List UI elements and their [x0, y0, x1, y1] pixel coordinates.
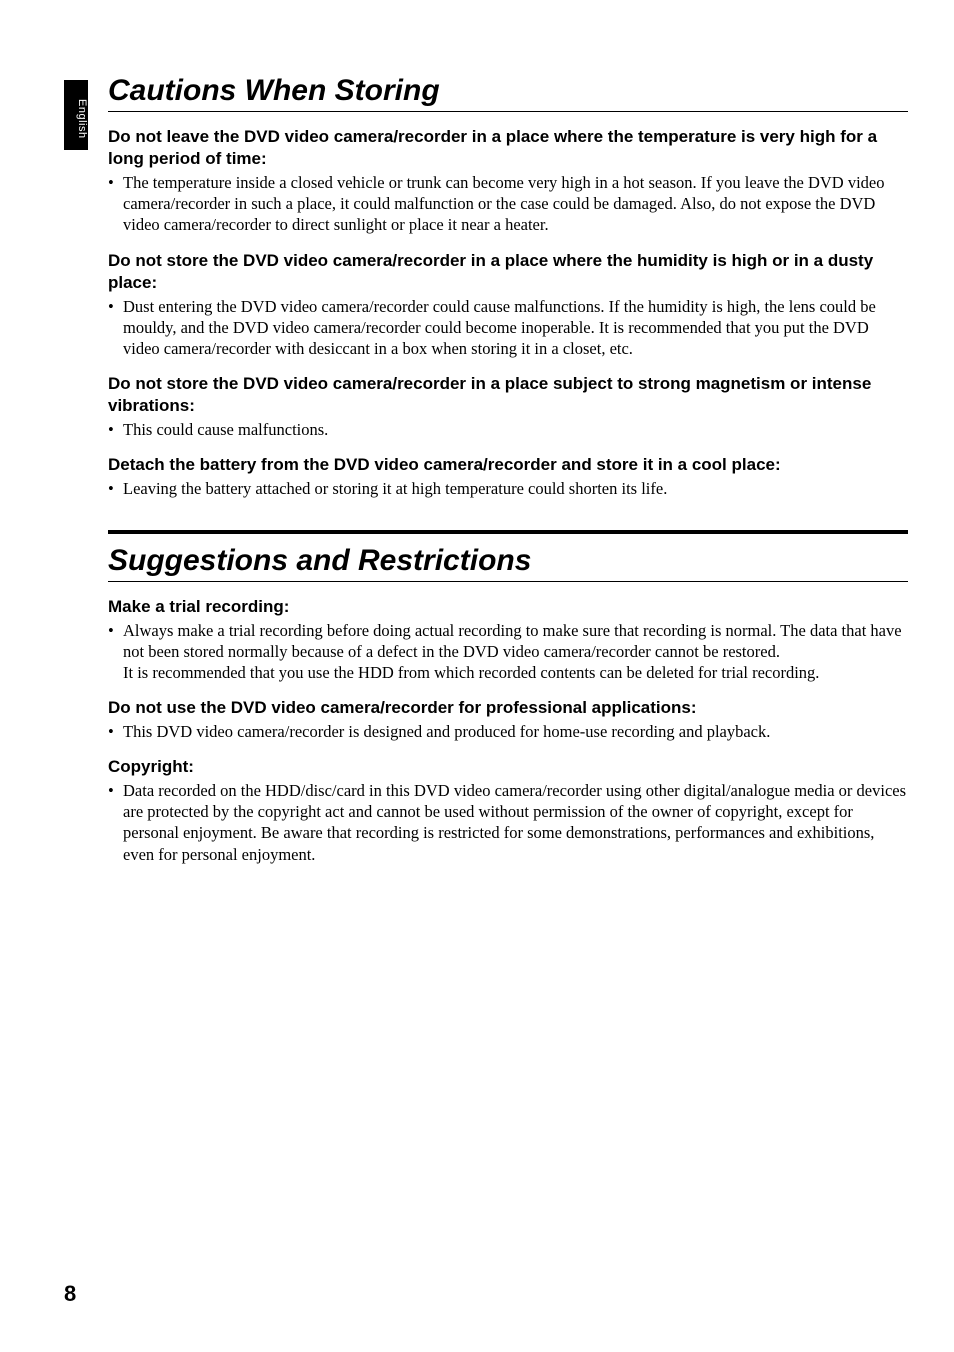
suggestion-item: Copyright: • Data recorded on the HDD/di… [108, 756, 908, 865]
sub-heading: Detach the battery from the DVD video ca… [108, 454, 908, 476]
bullet-text: • Dust entering the DVD video camera/rec… [108, 296, 908, 359]
bullet-text: • The temperature inside a closed vehicl… [108, 172, 908, 235]
language-side-tab: English [64, 80, 88, 150]
bullet-content: Always make a trial recording before doi… [123, 621, 902, 661]
bullet-text: • This could cause malfunctions. [108, 419, 908, 440]
caution-item: Do not store the DVD video camera/record… [108, 373, 908, 440]
page-content: Cautions When Storing Do not leave the D… [108, 74, 908, 879]
bullet-follow: It is recommended that you use the HDD f… [108, 662, 908, 683]
bullet-content: This DVD video camera/recorder is design… [123, 722, 770, 741]
suggestion-item: Do not use the DVD video camera/recorder… [108, 697, 908, 742]
sub-heading: Do not leave the DVD video camera/record… [108, 126, 908, 170]
suggestion-item: Make a trial recording: • Always make a … [108, 596, 908, 683]
bullet-text: • This DVD video camera/recorder is desi… [108, 721, 908, 742]
bullet-content: Dust entering the DVD video camera/recor… [123, 297, 876, 358]
bullet-text: • Data recorded on the HDD/disc/card in … [108, 780, 908, 864]
sub-heading: Make a trial recording: [108, 596, 908, 618]
bullet-content: Data recorded on the HDD/disc/card in th… [123, 781, 906, 863]
sub-heading: Do not store the DVD video camera/record… [108, 250, 908, 294]
section-divider [108, 530, 908, 534]
sub-heading: Do not store the DVD video camera/record… [108, 373, 908, 417]
section-title-cautions: Cautions When Storing [108, 74, 908, 112]
section-title-suggestions: Suggestions and Restrictions [108, 544, 908, 582]
bullet-content: Leaving the battery attached or storing … [123, 479, 667, 498]
sub-heading: Do not use the DVD video camera/recorder… [108, 697, 908, 719]
bullet-text: • Leaving the battery attached or storin… [108, 478, 908, 499]
caution-item: Do not store the DVD video camera/record… [108, 250, 908, 360]
bullet-content: The temperature inside a closed vehicle … [123, 173, 884, 234]
bullet-content: This could cause malfunctions. [123, 420, 328, 439]
bullet-text: • Always make a trial recording before d… [108, 620, 908, 662]
page-number: 8 [64, 1281, 76, 1307]
caution-item: Detach the battery from the DVD video ca… [108, 454, 908, 499]
caution-item: Do not leave the DVD video camera/record… [108, 126, 908, 236]
sub-heading: Copyright: [108, 756, 908, 778]
